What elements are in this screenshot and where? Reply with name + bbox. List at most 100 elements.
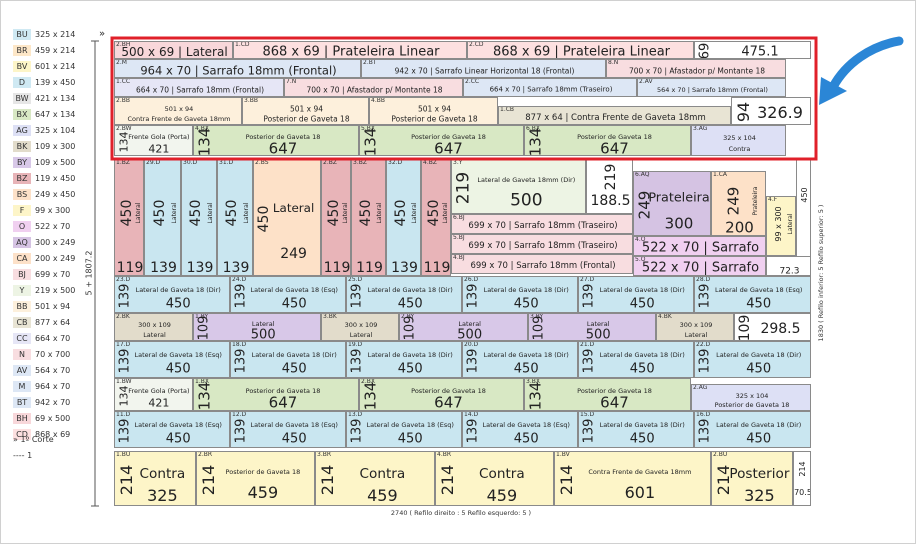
piece-label: Frente Gola (Porta) bbox=[128, 132, 190, 141]
piece: 6.BX 134 Posterior de Gaveta 18 647 bbox=[524, 125, 691, 156]
piece-code: 6.BJ bbox=[453, 214, 465, 221]
legend-item: BX 647 x 134 bbox=[13, 109, 75, 120]
piece-length: 139 bbox=[150, 260, 177, 276]
piece-length: 119 bbox=[356, 260, 383, 276]
piece-code: 4.BR bbox=[437, 451, 452, 458]
piece-length: 139 bbox=[222, 260, 250, 276]
piece-label: Lateral de Gaveta 18 (Dir) bbox=[599, 351, 685, 360]
piece-side: 109 bbox=[196, 315, 212, 341]
legend-item: BJ 699 x 70 bbox=[13, 269, 70, 280]
legend-code: BT bbox=[13, 397, 31, 408]
legend-code: AV bbox=[13, 365, 31, 376]
piece: 2.AV 564 x 70 | Sarrafo 18mm (Frontal) bbox=[637, 78, 786, 97]
piece: 3.BR 214 Contra 459 bbox=[315, 451, 435, 506]
piece: 219 188.5 bbox=[586, 159, 633, 214]
legend-item: O 522 x 70 bbox=[13, 221, 70, 232]
legend-code: AG bbox=[13, 125, 31, 136]
piece-label: Posterior de Gaveta 18 bbox=[391, 113, 478, 123]
piece-code: 32.D bbox=[388, 159, 403, 166]
piece: 15.D 139 Lateral de Gaveta 18 (Dir) 450 bbox=[578, 411, 694, 448]
piece-length: 325 bbox=[147, 486, 178, 505]
piece: 20.D 139 Lateral de Gaveta 18 (Dir) 450 bbox=[462, 341, 578, 378]
piece: 1.BZ 450 Lateral 119 bbox=[114, 159, 144, 276]
piece: 1.CD 868 x 69 | Prateleira Linear bbox=[233, 41, 467, 59]
legend-size: 601 x 214 bbox=[35, 62, 76, 71]
legend-size: 109 x 500 bbox=[35, 158, 76, 167]
piece-text: 664 x 70 | Sarrafo 18mm (Traseiro) bbox=[489, 85, 613, 93]
piece-code: 28.D bbox=[696, 276, 711, 283]
piece-side: 94 bbox=[733, 101, 753, 123]
piece-side: 139 bbox=[581, 283, 597, 308]
piece-length: 601 bbox=[624, 482, 656, 502]
piece-label: Lateral de Gaveta 18 (Dir) bbox=[716, 421, 802, 430]
piece-length: 421 bbox=[148, 142, 170, 156]
piece: 29.D 450 Lateral 139 bbox=[144, 159, 181, 276]
piece-label: Lateral de Gaveta 18 (Dir) bbox=[251, 351, 337, 360]
legend-item: BZ 119 x 450 bbox=[13, 173, 75, 184]
legend-code: BJ bbox=[13, 269, 31, 280]
piece-code: 26.D bbox=[464, 276, 479, 283]
bottom-dimension: 2740 ( Refilo direito : 5 Refilo esquerd… bbox=[390, 509, 532, 517]
piece-text: 522 x 70 | Sarrafo bbox=[641, 240, 760, 256]
piece-label: Posterior de Gaveta 18 bbox=[263, 113, 350, 123]
piece-code: 22.D bbox=[696, 341, 711, 348]
piece-length: 647 bbox=[434, 139, 463, 156]
piece: 1.CA 249 Prateleira 200 bbox=[711, 171, 766, 236]
piece-side: 134 bbox=[195, 381, 214, 410]
piece-label: Lateral bbox=[442, 202, 449, 224]
piece: 4.BK 300 x 109 Lateral bbox=[656, 313, 734, 341]
piece-label: Lateral bbox=[411, 202, 418, 224]
piece: 94 326.9 bbox=[731, 97, 811, 125]
piece-side: 450 bbox=[799, 187, 809, 203]
legend-size: 70 x 700 bbox=[35, 350, 71, 359]
piece-side: 139 bbox=[349, 283, 365, 308]
piece-text: 942 x 70 | Sarrafo Linear Horizontal 18 … bbox=[394, 65, 575, 75]
piece: 2.BR 214 Posterior de Gaveta 18 459 bbox=[196, 451, 315, 506]
piece-code: 1.BY bbox=[195, 313, 209, 320]
piece-code: 2.AG bbox=[693, 384, 708, 391]
piece-side: 99 x 300 bbox=[774, 206, 783, 242]
piece-side: 134 bbox=[361, 127, 380, 156]
piece-label: Lateral bbox=[349, 330, 373, 339]
piece-length: 647 bbox=[600, 139, 629, 156]
piece-text: 868 x 69 | Prateleira Linear bbox=[262, 44, 440, 59]
piece-side: 214 bbox=[798, 460, 807, 477]
piece-side: 109 bbox=[531, 315, 547, 341]
piece: 72.3 bbox=[766, 256, 811, 276]
piece: 109 298.5 bbox=[734, 313, 811, 341]
legend-code: AQ bbox=[13, 237, 31, 248]
legend-item: BS 249 x 450 bbox=[13, 189, 75, 200]
piece-length: 326.9 bbox=[757, 103, 803, 122]
piece-side: 134 bbox=[195, 127, 214, 156]
piece-code: 4.BB bbox=[371, 97, 385, 104]
piece: 1.BY 109 Lateral 500 bbox=[193, 313, 321, 341]
piece-side: 450 bbox=[393, 199, 409, 227]
piece-side: 139 bbox=[117, 348, 133, 373]
legend-size: 501 x 94 bbox=[35, 302, 71, 311]
piece: 17.D 139 Lateral de Gaveta 18 (Esq) 450 bbox=[114, 341, 230, 378]
piece-label: Prateleira bbox=[752, 186, 759, 216]
piece-side: 139 bbox=[697, 348, 713, 373]
piece-code: 3.BY bbox=[530, 313, 544, 320]
piece-label: Contra bbox=[359, 466, 406, 483]
piece: 19.D 139 Lateral de Gaveta 18 (Dir) 450 bbox=[346, 341, 462, 378]
piece: 1.CC 664 x 70 | Sarrafo 18mm (Frontal) bbox=[114, 78, 284, 97]
piece-code: 14.D bbox=[464, 411, 479, 418]
piece-text: 868 x 69 | Prateleira Linear bbox=[492, 44, 671, 59]
piece-length: 450 bbox=[513, 361, 539, 377]
legend-size: 300 x 249 bbox=[35, 238, 76, 247]
piece: 4.BJ 699 x 70 | Sarrafo 18mm (Frontal) bbox=[451, 254, 633, 274]
piece-code: 3.BB bbox=[244, 97, 258, 104]
piece-length: 249 bbox=[280, 245, 307, 262]
piece: 13.D 139 Lateral de Gaveta 18 (Esq) 450 bbox=[346, 411, 462, 448]
piece-label: Contra bbox=[728, 144, 751, 153]
piece-code: 12.D bbox=[232, 411, 247, 418]
piece-code: 2.BR bbox=[198, 451, 213, 458]
piece: 3.BK 300 x 109 Lateral bbox=[321, 313, 399, 341]
piece-length: 119 bbox=[323, 260, 351, 276]
piece: 21.D 139 Lateral de Gaveta 18 (Dir) 450 bbox=[578, 341, 694, 378]
legend-code: N bbox=[13, 349, 31, 360]
piece-length: 300 bbox=[664, 214, 694, 233]
piece: 11.D 139 Lateral de Gaveta 18 (Esq) 450 bbox=[114, 411, 230, 448]
piece-label: Lateral bbox=[787, 213, 794, 235]
